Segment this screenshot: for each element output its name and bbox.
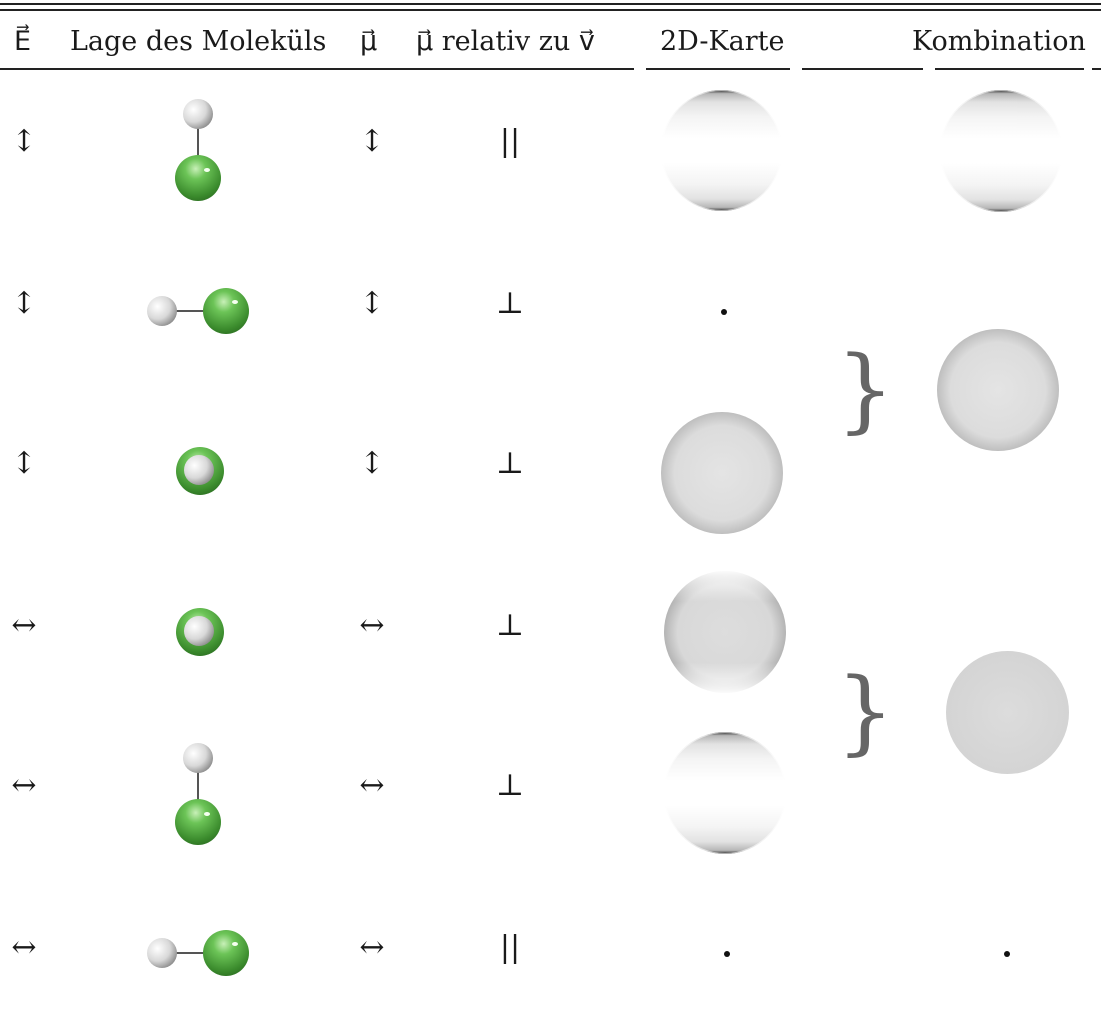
row1-dipole-arrow: ↕ (359, 124, 385, 159)
header-e-field: E⃗ (14, 26, 32, 57)
row4-relation: ⊥ (495, 608, 525, 643)
row1-map (661, 90, 782, 211)
row4-molecule-end-on (176, 608, 224, 656)
top-rule-thick (0, 3, 1101, 5)
row2-e-arrow: ↕ (11, 286, 37, 321)
row3-e-arrow: ↕ (11, 446, 37, 481)
header-molecule-position: Lage des Moleküls (70, 26, 327, 57)
header-rule-gap (923, 64, 935, 74)
combination-map-2 (946, 651, 1069, 774)
row3-molecule-end-on (176, 447, 224, 495)
row1-molecule-vertical (175, 99, 221, 201)
combination-brace-2: } (836, 658, 895, 765)
header-rule-gap (634, 64, 646, 74)
row6-relation: || (499, 930, 521, 965)
row1-relation: || (499, 124, 521, 159)
header-combination: Kombination (912, 26, 1086, 57)
top-rule-thin (0, 9, 1101, 11)
row3-dipole-arrow: ↕ (359, 446, 385, 481)
header-2d-map: 2D-Karte (660, 26, 785, 57)
header-dipole-relative-velocity: μ⃗ relativ zu v⃗ (416, 26, 595, 57)
row4-dipole-arrow: ↔ (359, 608, 385, 643)
row4-map (664, 571, 786, 693)
row2-dipole-arrow: ↕ (359, 286, 385, 321)
row5-dipole-arrow: ↔ (359, 768, 385, 803)
row3-map (661, 412, 783, 534)
row6-dipole-arrow: ↔ (359, 930, 385, 965)
combination-brace-1: } (836, 336, 895, 443)
row6-combination-dot (1004, 951, 1010, 957)
row6-e-arrow: ↔ (11, 930, 37, 965)
row1-e-arrow: ↕ (11, 124, 37, 159)
header-rule (0, 68, 1101, 70)
row2-molecule-horizontal (147, 288, 249, 334)
row5-map (664, 732, 786, 854)
header-rule-gap (1084, 64, 1092, 74)
row4-e-arrow: ↔ (11, 608, 37, 643)
row6-molecule-horizontal (147, 930, 249, 976)
row3-relation: ⊥ (495, 446, 525, 481)
row2-map-dot (721, 309, 727, 315)
combination-map-1 (937, 329, 1059, 451)
row5-relation: ⊥ (495, 768, 525, 803)
header-dipole: μ⃗ (360, 26, 378, 57)
row2-relation: ⊥ (495, 286, 525, 321)
row1-combination-map (940, 90, 1062, 212)
row6-map-dot (724, 951, 730, 957)
row5-e-arrow: ↔ (11, 768, 37, 803)
row5-molecule-vertical (175, 743, 221, 845)
header-rule-gap (790, 64, 802, 74)
